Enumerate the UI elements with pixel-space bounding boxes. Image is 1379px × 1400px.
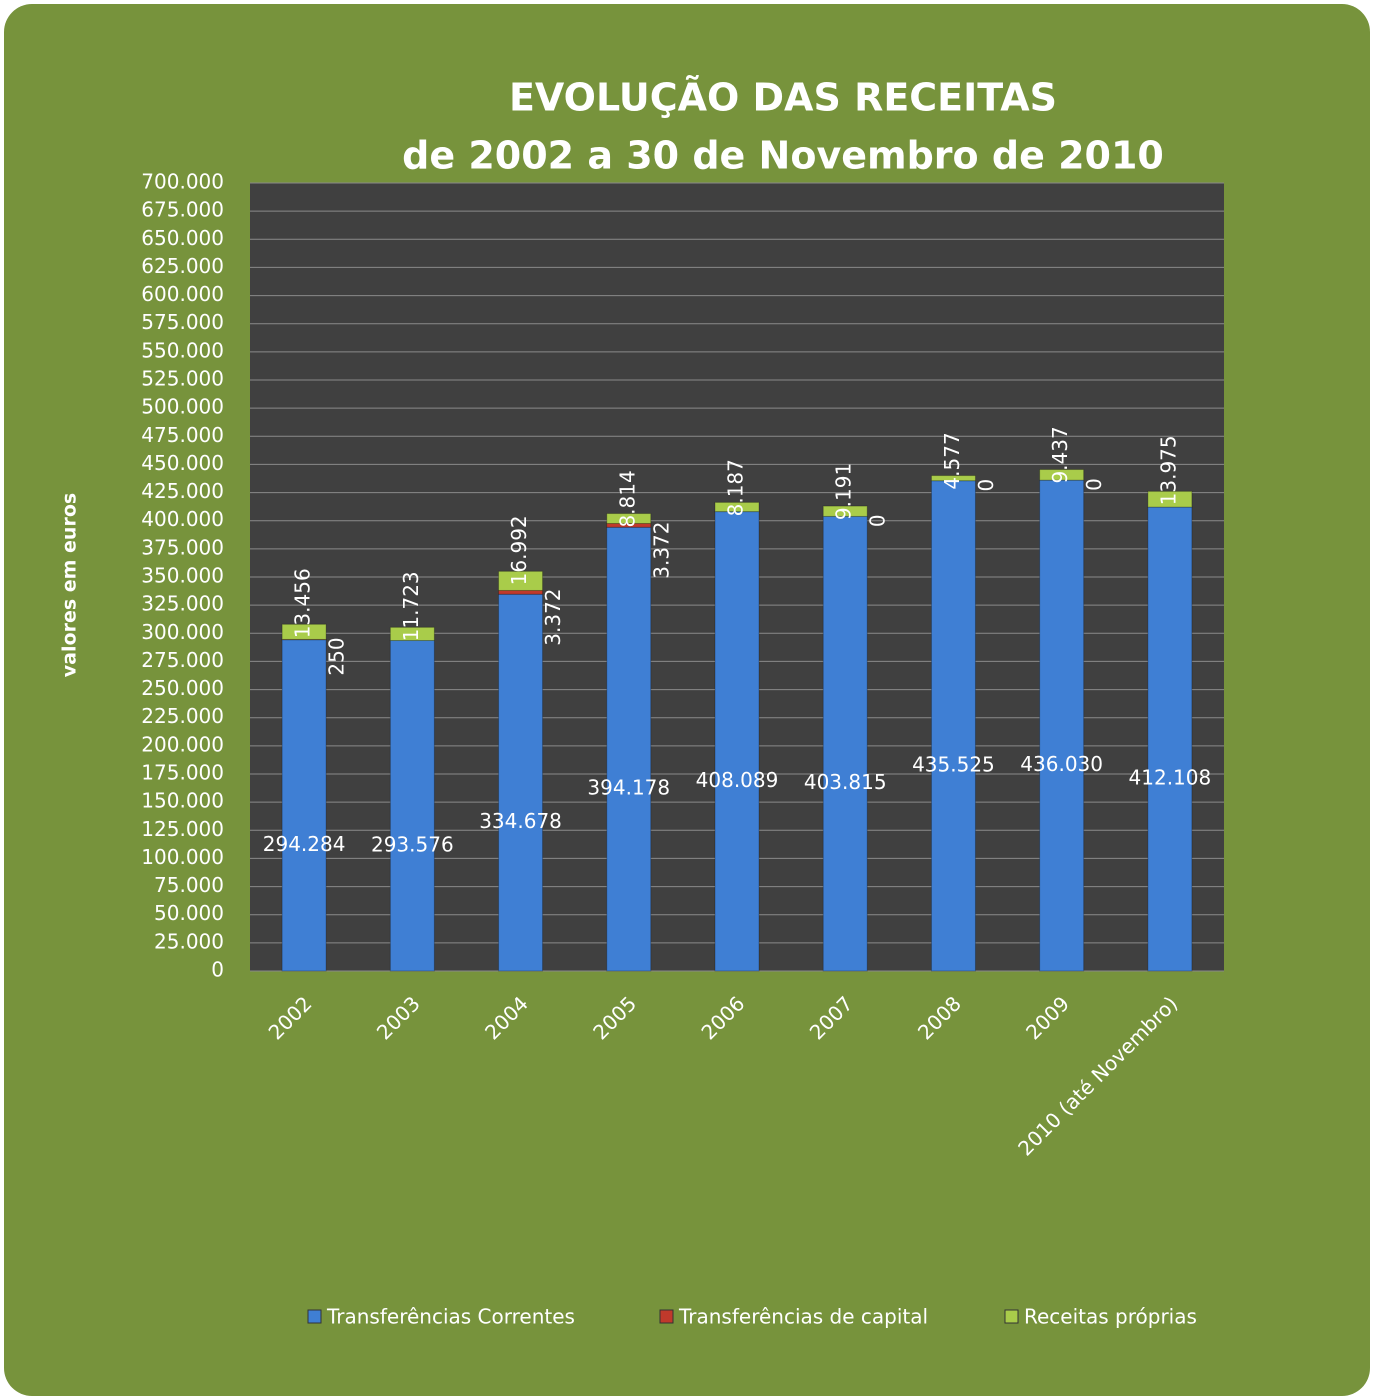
legend-label: Transferências de capital: [678, 1305, 928, 1329]
data-label: 436.030: [1020, 752, 1103, 776]
y-tick-label: 400.000: [141, 507, 224, 531]
chart-title: EVOLUÇÃO DAS RECEITAS: [509, 76, 1057, 120]
bar-segment: [281, 639, 327, 972]
data-label: 394.178: [587, 776, 670, 800]
bar-segment: [281, 623, 327, 640]
data-label: 9.437: [1048, 426, 1072, 483]
data-label: 0: [866, 514, 890, 527]
y-tick-label: 100.000: [141, 845, 224, 869]
bar-segment: [930, 480, 976, 972]
y-tick-label: 50.000: [154, 901, 224, 925]
data-label: 4.577: [940, 432, 964, 489]
data-label: 412.108: [1129, 766, 1212, 790]
bar-segment: [1039, 479, 1085, 972]
bar-segment: [498, 593, 544, 972]
legend-marker: [1004, 1309, 1019, 1324]
data-label: 435.525: [912, 752, 995, 776]
y-tick-label: 125.000: [141, 817, 224, 841]
y-tick-label: 375.000: [141, 535, 224, 559]
y-tick-label: 225.000: [141, 704, 224, 728]
bar-segment: [498, 570, 544, 591]
y-tick-label: 150.000: [141, 789, 224, 813]
bar-segment: [714, 501, 760, 513]
data-label: 250: [325, 637, 349, 675]
y-tick-label: 500.000: [141, 395, 224, 419]
legend-label: Transferências Correntes: [326, 1305, 575, 1329]
bar-segment: [606, 526, 652, 972]
data-label: 3.372: [541, 588, 565, 645]
bar-segment: [714, 511, 760, 972]
data-label: 408.089: [696, 768, 779, 792]
y-tick-label: 275.000: [141, 648, 224, 672]
y-tick-label: 700.000: [141, 170, 224, 194]
data-label: 3.372: [649, 521, 673, 578]
data-label: 16.992: [507, 515, 531, 585]
y-tick-label: 250.000: [141, 676, 224, 700]
y-tick-label: 550.000: [141, 338, 224, 362]
bar-segment: [1147, 506, 1193, 972]
data-label: 11.723: [399, 571, 423, 641]
y-tick-label: 175.000: [141, 761, 224, 785]
data-label: 294.284: [263, 832, 346, 856]
legend-marker: [307, 1309, 322, 1324]
y-tick-label: 200.000: [141, 732, 224, 756]
data-label: 13.456: [291, 568, 315, 638]
data-label: 13.975: [1156, 435, 1180, 505]
bar-segment: [389, 640, 435, 972]
data-label: 0: [974, 479, 998, 492]
y-tick-label: 650.000: [141, 226, 224, 250]
data-label: 293.576: [371, 832, 454, 856]
y-tick-label: 675.000: [141, 198, 224, 222]
y-tick-label: 75.000: [154, 873, 224, 897]
y-tick-label: 300.000: [141, 620, 224, 644]
data-label: 8.814: [615, 470, 639, 527]
bar-segment: [822, 505, 868, 517]
y-tick-label: 625.000: [141, 254, 224, 278]
y-tick-label: 425.000: [141, 479, 224, 503]
bar-segment: [606, 513, 652, 524]
legend-label: Receitas próprias: [1024, 1305, 1197, 1329]
bar-segment: [1147, 490, 1193, 508]
bar-segment: [1039, 469, 1085, 481]
y-tick-label: 600.000: [141, 282, 224, 306]
data-label: 0: [1082, 478, 1106, 491]
data-label: 403.815: [804, 770, 887, 794]
bar-segment: [498, 589, 544, 595]
y-tick-label: 350.000: [141, 564, 224, 588]
data-label: 334.678: [479, 809, 562, 833]
bar-segment: [930, 475, 976, 482]
y-tick-label: 450.000: [141, 451, 224, 475]
y-tick-label: 325.000: [141, 592, 224, 616]
legend-marker: [659, 1309, 674, 1324]
y-tick-label: 525.000: [141, 367, 224, 391]
chart-subtitle: de 2002 a 30 de Novembro de 2010: [402, 134, 1164, 178]
y-tick-label: 475.000: [141, 423, 224, 447]
bar-segment: [389, 626, 435, 642]
data-label: 9.191: [832, 463, 856, 520]
y-axis-label: valores em euros: [59, 493, 81, 677]
data-label: 8.187: [724, 459, 748, 516]
y-tick-label: 575.000: [141, 310, 224, 334]
bar-segment: [822, 515, 868, 972]
y-tick-label: 25.000: [154, 929, 224, 953]
y-tick-label: 0: [211, 958, 224, 982]
